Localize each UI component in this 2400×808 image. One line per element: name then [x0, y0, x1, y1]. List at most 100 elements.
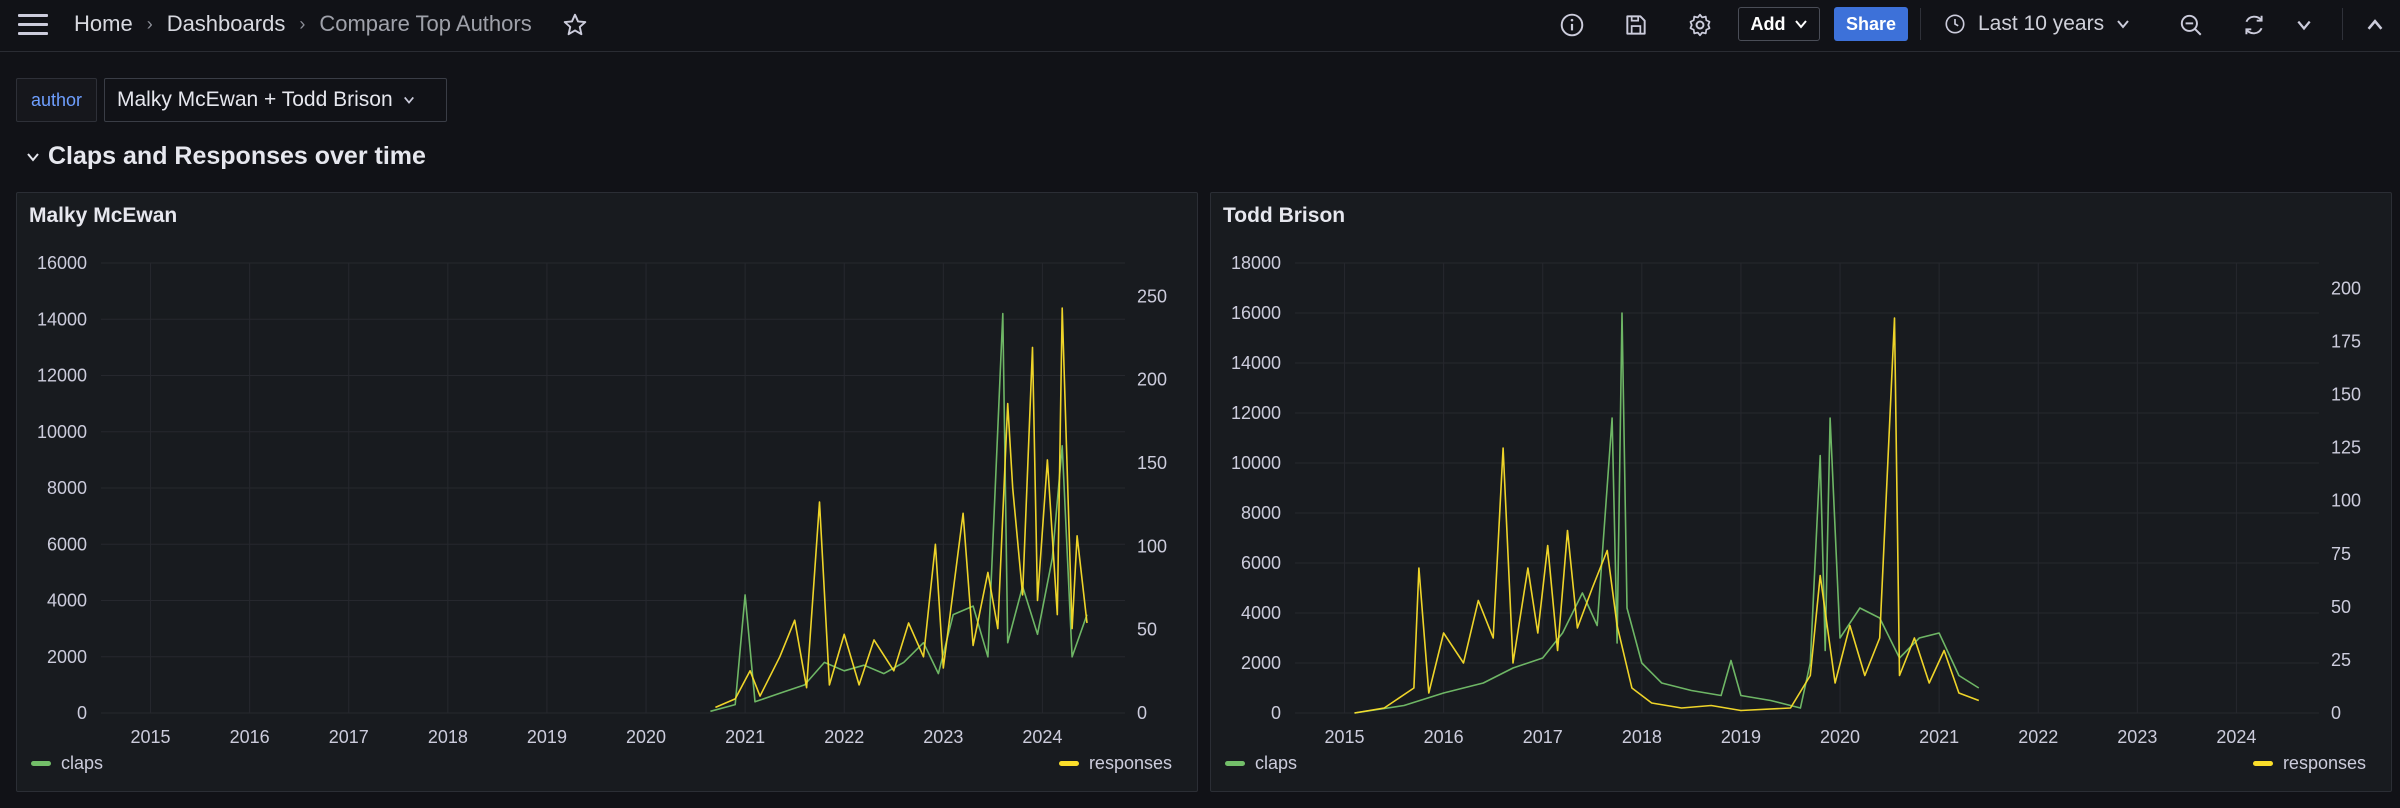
y2-axis-tick-label: 100	[1137, 536, 1167, 556]
author-select-value: Malky McEwan + Todd Brison	[117, 88, 393, 111]
x-axis-tick-label: 2020	[626, 727, 666, 747]
save-icon[interactable]	[1623, 12, 1649, 38]
add-button[interactable]: Add	[1738, 7, 1820, 41]
row-title: Claps and Responses over time	[48, 142, 426, 170]
collapse-chevron-up-icon[interactable]	[2366, 16, 2384, 34]
chart-svg: 0200040006000800010000120001400016000180…	[1231, 253, 2361, 747]
series-line-claps	[710, 312, 1088, 713]
share-button[interactable]: Share	[1834, 7, 1908, 41]
y2-axis-tick-label: 150	[1137, 453, 1167, 473]
top-nav-bar: Home › Dashboards › Compare Top Authors …	[0, 0, 2400, 52]
legend-responses[interactable]: responses	[2252, 753, 2366, 774]
zoom-out-icon[interactable]	[2178, 12, 2204, 38]
y-axis-tick-label: 18000	[1231, 253, 1281, 273]
legend-label: responses	[2282, 753, 2366, 773]
y-axis-tick-label: 4000	[47, 591, 87, 611]
add-button-label: Add	[1750, 13, 1786, 34]
legend-swatch	[1225, 761, 1245, 766]
chart-panel-todd[interactable]: Todd Brison 0 2000 4000 6000 8000 10000 12000 1…	[1210, 192, 2392, 792]
x-axis-tick-label: 2023	[923, 727, 963, 747]
chevron-down-icon	[2117, 20, 2129, 29]
y-axis-tick-label: 12000	[37, 366, 87, 386]
panel-title: Todd Brison	[1223, 204, 1346, 227]
info-icon[interactable]	[1559, 12, 1585, 38]
chart-svg: 0 2000 4000 6000 8000 10000 12000 14000 16000 0 50…	[37, 253, 1167, 747]
page-title: Compare Top Authors	[319, 11, 532, 36]
x-axis-tick-label: 2015	[1325, 727, 1365, 747]
refresh-icon[interactable]	[2241, 12, 2267, 38]
x-axis-tick-label: 2016	[1424, 727, 1464, 747]
gear-icon[interactable]	[1687, 12, 1713, 38]
y2-axis-tick-label: 150	[2331, 385, 2361, 405]
series-line-responses	[1354, 317, 1980, 714]
x-axis-tick-label: 2018	[1622, 727, 1662, 747]
y2-axis-tick-label: 200	[1137, 370, 1167, 390]
y-axis-tick-label: 0	[77, 703, 87, 723]
x-axis-tick-label: 2020	[1820, 727, 1860, 747]
legend-swatch	[1058, 761, 1079, 766]
y2-axis-tick-label: 200	[2331, 278, 2361, 298]
divider	[2342, 8, 2343, 40]
chevron-down-icon	[27, 152, 39, 162]
x-axis-tick-label: 2024	[1022, 727, 1062, 747]
legend-label: claps	[61, 753, 104, 773]
y2-axis-tick-label: 100	[2331, 491, 2361, 511]
divider	[1920, 8, 1921, 40]
star-icon[interactable]	[562, 12, 588, 38]
series-line-claps	[1354, 312, 1980, 714]
chevron-down-icon	[1794, 20, 1807, 29]
chevron-right-icon: ›	[299, 13, 306, 34]
y-axis-tick-label: 10000	[37, 422, 87, 442]
x-axis-tick-label: 2021	[1919, 727, 1959, 747]
chart-panel-malky[interactable]: Malky McEwan 0 2000 4000 6000 8000 10000 12000…	[16, 192, 1198, 792]
y2-axis-tick-label: 175	[2331, 332, 2361, 352]
breadcrumb-dashboards[interactable]: Dashboards	[166, 11, 286, 36]
x-axis-tick-label: 2019	[1721, 727, 1761, 747]
x-axis-tick-label: 2015	[131, 727, 171, 747]
breadcrumb: Home › Dashboards › Compare Top Authors	[74, 11, 532, 37]
row-header[interactable]: Claps and Responses over time	[26, 142, 426, 171]
y-axis-tick-label: 6000	[47, 534, 87, 554]
y-axis-tick-label: 8000	[1241, 503, 1281, 523]
y-axis-tick-label: 12000	[1231, 403, 1281, 423]
y-axis-tick-label: 16000	[37, 253, 87, 273]
variable-label: author	[16, 78, 97, 122]
breadcrumb-home[interactable]: Home	[74, 11, 133, 36]
chevron-right-icon: ›	[146, 13, 153, 34]
legend-claps[interactable]: claps	[1225, 753, 1297, 774]
y2-axis-tick-label: 250	[1137, 286, 1167, 306]
y2-axis-tick-label: 75	[2331, 544, 2351, 564]
x-axis-tick-label: 2024	[2216, 727, 2256, 747]
series-line-responses	[715, 307, 1088, 709]
legend-label: claps	[1255, 753, 1298, 773]
x-axis-tick-label: 2016	[230, 727, 270, 747]
x-axis-tick-label: 2017	[329, 727, 369, 747]
author-select[interactable]: Malky McEwan + Todd Brison	[104, 78, 447, 122]
y-axis-tick-label: 0	[1271, 703, 1281, 723]
clock-icon	[1945, 14, 1965, 34]
y-axis-tick-label: 14000	[1231, 353, 1281, 373]
legend-label: responses	[1088, 753, 1172, 773]
time-range-label: Last 10 years	[1978, 12, 2105, 35]
y-axis-tick-label: 4000	[1241, 603, 1281, 623]
y-axis-tick-label: 16000	[1231, 303, 1281, 323]
y2-axis-tick-label: 50	[2331, 597, 2351, 617]
refresh-interval-chevron-icon[interactable]	[2296, 17, 2312, 33]
x-axis-tick-label: 2021	[725, 727, 765, 747]
menu-icon[interactable]	[18, 14, 48, 36]
y2-axis-tick-label: 25	[2331, 650, 2351, 670]
legend-claps[interactable]: claps	[31, 753, 103, 774]
y-axis-tick-label: 2000	[1241, 653, 1281, 673]
x-axis-tick-label: 2022	[2018, 727, 2058, 747]
legend-swatch	[31, 761, 51, 766]
y-axis-tick-label: 10000	[1231, 453, 1281, 473]
y2-axis-tick-label: 125	[2331, 438, 2361, 458]
time-range-picker[interactable]: Last 10 years	[1944, 7, 2130, 41]
x-axis-tick-label: 2019	[527, 727, 567, 747]
y2-axis-tick-label: 50	[1137, 620, 1157, 640]
legend-swatch	[2252, 761, 2273, 766]
x-axis-tick-label: 2018	[428, 727, 468, 747]
y-axis-tick-label: 8000	[47, 478, 87, 498]
y-axis-tick-label: 14000	[37, 309, 87, 329]
legend-responses[interactable]: responses	[1058, 753, 1172, 774]
